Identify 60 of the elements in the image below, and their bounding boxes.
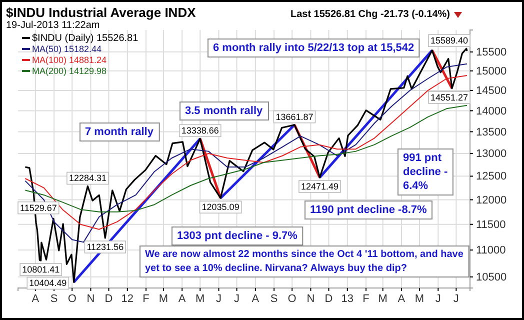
annotation: 11231.56 [86, 242, 124, 252]
annotation: 10801.41 [22, 264, 60, 275]
annotation: 13338.66 [181, 126, 219, 136]
y-tick-label: 11500 [476, 218, 506, 231]
annotation: 11529.67 [20, 202, 57, 213]
annotation: 12471.49 [300, 182, 339, 192]
x-tick-label: A [398, 292, 406, 305]
x-tick-label: J [216, 292, 222, 305]
annotation: 1303 pnt decline - 9.7% [177, 230, 298, 242]
x-tick-label: S [270, 292, 278, 305]
legend-label: $INDU (Daily) 15526.81 [32, 33, 139, 44]
y-tick-label: 14500 [476, 84, 507, 97]
x-tick-label: M [158, 292, 168, 305]
y-tick-label: 13500 [476, 126, 507, 138]
text: Last 15526.81 Chg -21.73 (-0.14%) [290, 9, 450, 20]
annotation: 13661.87 [276, 112, 314, 122]
x-tick-label: A [178, 292, 186, 305]
x-tick-label: O [288, 292, 297, 305]
annotation: 10404.49 [29, 278, 67, 288]
x-tick-label: A [252, 292, 260, 305]
annotation: 12035.09 [202, 202, 240, 212]
y-tick-label: 12500 [476, 170, 507, 183]
x-tick-label: J [234, 292, 240, 305]
x-tick-label: A [32, 292, 40, 305]
x-tick-label: M [378, 292, 388, 305]
x-tick-label: N [86, 292, 95, 305]
y-tick-label: 11000 [476, 244, 506, 257]
x-tick-label: M [196, 292, 205, 305]
x-tick-label: M [414, 292, 424, 305]
x-tick-label: O [68, 292, 77, 305]
chart-title: $INDU Industrial Average INDX [6, 5, 196, 20]
x-tick-label: N [306, 292, 315, 305]
annotation: 3.5 month rally [185, 105, 264, 117]
chart-subtitle: 19-Jul-2013 11:22am [6, 20, 100, 31]
x-tick-label: F [142, 292, 150, 305]
y-tick-label: 12000 [476, 194, 507, 206]
x-tick-label: J [453, 292, 459, 305]
x-tick-label: D [104, 292, 113, 305]
legend-label: MA(100) 14881.24 [32, 55, 107, 65]
y-tick-label: 15500 [476, 46, 507, 58]
y-tick-label: 10500 [476, 271, 507, 284]
legend-label: MA(200) 14129.98 [32, 66, 107, 76]
x-tick-label: 12 [121, 292, 134, 305]
x-tick-label: 13 [341, 292, 354, 305]
legend-label: MA(50) 15182.44 [32, 44, 102, 54]
x-tick-label: S [50, 292, 58, 305]
y-tick-label: 15000 [476, 65, 507, 78]
annotation: 991 pnt decline - 6.4% [403, 152, 448, 192]
y-tick-label: 13000 [476, 148, 507, 160]
annotation: 6 month rally into 5/22/13 top at 15,542 [213, 42, 414, 54]
annotation: 7 month rally [85, 126, 154, 138]
annotation: 14551.27 [430, 92, 468, 102]
y-tick-label: 14000 [476, 105, 507, 118]
annotation: We are now almost 22 months since the Oct 4 '11 bottom, and have yet to see a 10% decline. Nirvana? Always buy the dip? [145, 249, 464, 274]
x-tick-label: J [435, 292, 441, 305]
annotation: 12284.31 [68, 173, 106, 184]
annotation: 15589.40 [430, 36, 468, 46]
x-tick-label: D [324, 292, 333, 305]
x-tick-label: F [362, 292, 370, 305]
annotation: 1190 pnt decline -8.7% [310, 204, 427, 216]
